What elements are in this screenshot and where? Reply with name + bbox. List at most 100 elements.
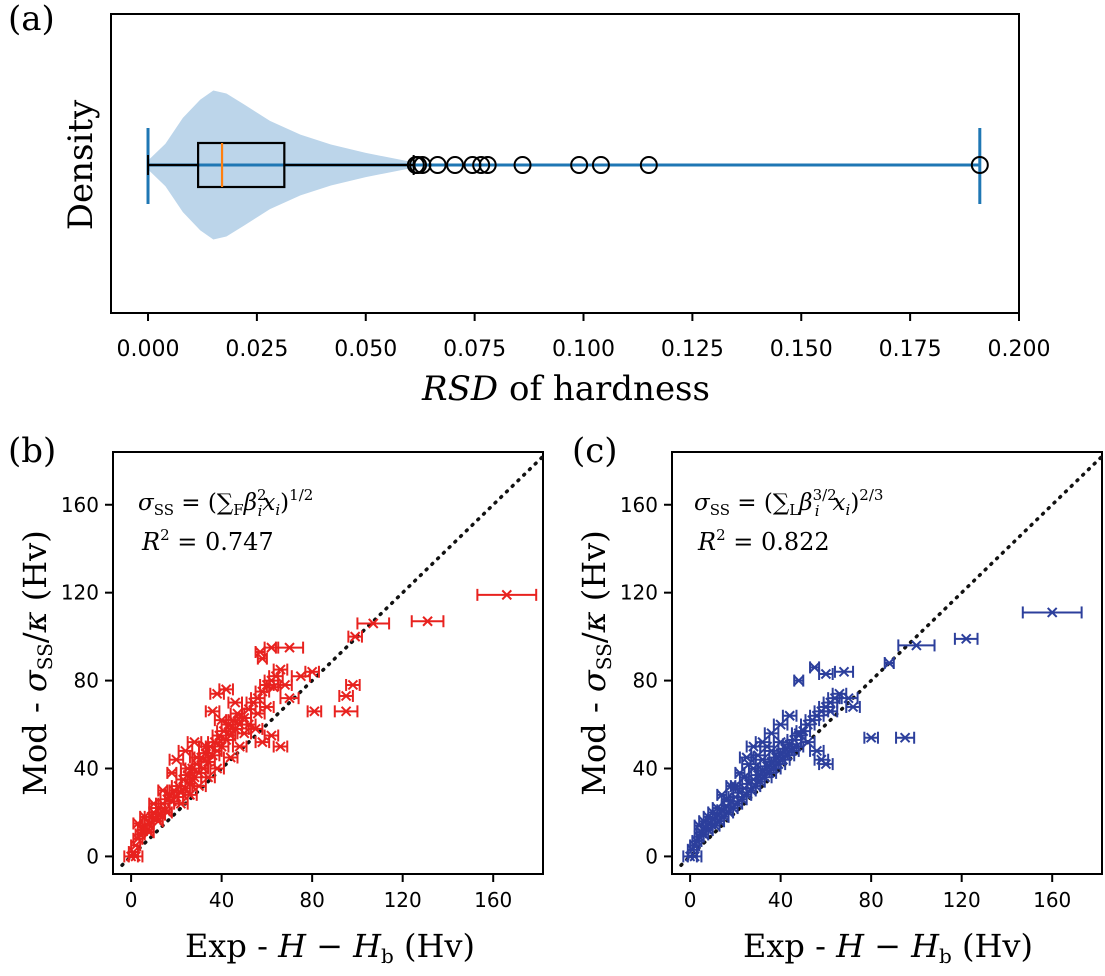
data-point-x-marker [368, 618, 379, 629]
y-tick-label: 0 [645, 844, 658, 868]
data-point-x-marker [820, 668, 832, 680]
c-r2-sup: 2 [716, 526, 726, 544]
data-point-x-marker [284, 692, 295, 704]
y-tick-label: 80 [74, 669, 99, 693]
c-formula-eq: = ( [730, 490, 773, 516]
c-formula-close: ) [850, 490, 859, 516]
data-point-x-marker [340, 690, 352, 702]
data-point-x-marker [347, 679, 359, 691]
panel-a: (a) Density 0.000 0.025 0.050 0.075 0.100 0.1… [8, 0, 1050, 409]
b-formula-x-sub: i [275, 501, 280, 519]
b-formula-sigma-sub: SS [154, 501, 174, 519]
b-r2-sup: 2 [160, 526, 170, 544]
data-point-x-marker [899, 732, 911, 743]
c-formula-beta: β [798, 490, 812, 516]
x-tick-label: 0.125 [661, 337, 724, 362]
x-tick-label: 0.075 [443, 337, 506, 362]
data-point-x-marker [275, 664, 286, 675]
data-point-x-marker [820, 758, 832, 770]
c-ylabel-unit: (Hv) [575, 530, 613, 611]
outlier-point [639, 156, 658, 174]
outlier-point [478, 156, 497, 174]
data-point-x-marker [884, 657, 895, 669]
data-point-x-marker [182, 763, 193, 774]
panel-b-xlabel: Exp - H − Hb (Hv) [185, 927, 475, 968]
data-point-x-marker [162, 807, 173, 818]
data-point-x-marker [234, 741, 245, 752]
panel-b-label: (b) [8, 431, 56, 471]
data-point-x-marker [200, 741, 211, 752]
x-tick-label: 0.100 [552, 337, 615, 362]
panel-a-frame [110, 13, 1020, 314]
data-point-x-marker [268, 681, 279, 693]
data-point-x-marker [825, 706, 836, 717]
data-point-x-marker [144, 827, 155, 838]
x-tick-label: 40 [768, 888, 793, 912]
c-ylabel-sigma: σ [575, 669, 613, 692]
panel-c-frame [671, 451, 1103, 875]
panel-c-ticks: 0 40 80 120 160 0 40 80 120 160 [620, 493, 1071, 912]
b-ylabel-sigma: σ [16, 669, 54, 692]
b-ylabel-part: Mod - [16, 692, 54, 796]
data-point-x-marker [157, 785, 168, 796]
panel-a-ylabel: Density [61, 99, 101, 230]
data-point-x-marker [211, 763, 223, 774]
panel-a-xlabel-italic: RSD [421, 369, 498, 409]
c-formula-sum-sub: L [789, 501, 799, 519]
c-formula-exp: 2/3 [859, 486, 883, 504]
panel-c-r2: R2 = 0.822 [697, 526, 830, 556]
panel-b-ticks: 0 40 80 120 160 0 40 80 120 160 [61, 493, 512, 912]
outlier-point [591, 156, 610, 174]
b-xlabel-sub: b [381, 944, 394, 968]
data-point-x-marker [741, 752, 752, 763]
c-formula-x: x [833, 490, 846, 516]
y-tick-label: 80 [633, 669, 658, 693]
b-formula-beta-sub: i [258, 502, 263, 520]
data-point-x-marker [216, 714, 227, 726]
outlier-point [409, 156, 428, 174]
c-ylabel-sub: SS [592, 643, 616, 670]
data-point-x-marker [725, 780, 737, 792]
panel-b-frame [112, 451, 544, 875]
y-tick-label: 40 [74, 757, 99, 781]
data-point-x-marker [225, 752, 236, 763]
panel-a-xticks: 0.000 0.025 0.050 0.075 0.100 0.125 0.150 0.175… [117, 313, 1050, 362]
data-point-x-marker [716, 789, 727, 801]
x-tick-label: 0.000 [117, 337, 180, 362]
panel-a-plot-area [146, 90, 989, 240]
y-tick-label: 160 [61, 493, 99, 517]
data-point-x-marker [793, 675, 804, 686]
outlier-point [970, 156, 989, 174]
data-point-x-marker [257, 653, 268, 664]
data-point-x-marker [766, 728, 777, 739]
c-ylabel-part: Mod - [575, 692, 613, 796]
b-xlabel-h: H [277, 927, 307, 965]
panel-b-r2: R2 = 0.747 [141, 526, 274, 556]
data-point-x-marker [309, 706, 320, 717]
data-point-x-marker [153, 816, 164, 827]
x-tick-label: 0.175 [879, 337, 942, 362]
data-point-x-marker [191, 752, 202, 763]
data-point-x-marker [791, 741, 802, 752]
data-point-x-marker [847, 701, 859, 713]
panel-b-ylabel: Mod - σSS/κ (Hv) [16, 530, 57, 795]
data-point-x-marker [422, 616, 433, 627]
data-point-x-marker [784, 710, 795, 721]
b-formula-exp: 1/2 [289, 486, 313, 504]
c-xlabel-sub: b [939, 944, 952, 968]
panel-c-label: (c) [572, 431, 618, 471]
b-xlabel-minus: − [306, 927, 353, 965]
data-point-x-marker [166, 767, 178, 779]
c-formula-beta-sup: 3/2 [813, 486, 837, 504]
y-tick-label: 0 [86, 844, 99, 868]
c-xlabel-minus: − [864, 927, 911, 965]
b-xlabel-h2: H [352, 927, 382, 965]
b-r2-label: R [141, 528, 160, 556]
c-formula-beta-sub: i [815, 502, 820, 520]
x-tick-label: 80 [858, 888, 883, 912]
panel-a-xlabel-rest: of hardness [498, 369, 710, 409]
b-formula-beta-sup: 2 [257, 486, 267, 504]
b-ylabel-kappa: κ [16, 611, 54, 633]
x-tick-label: 40 [209, 888, 234, 912]
